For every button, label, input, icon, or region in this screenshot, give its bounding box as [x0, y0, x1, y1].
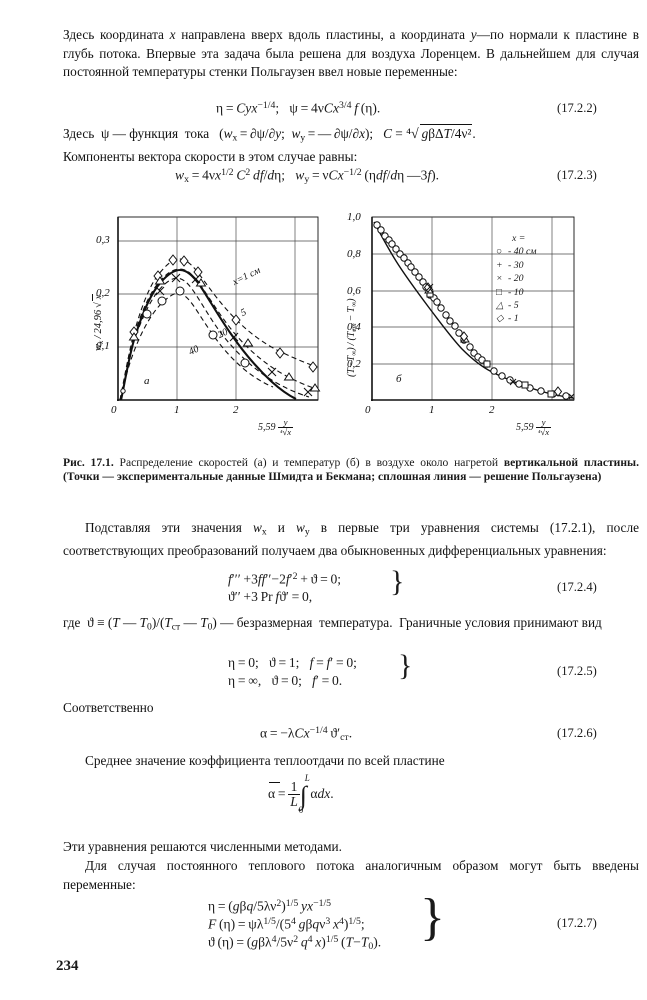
equation-17-2-3: wx = 4νx1/2 C2 df/dη; wy = νCx−1/2 (ηdf/…	[175, 167, 440, 186]
equation-17-2-2: η = Cyx−1/4; ψ = 4νCx3/4 f (η).	[216, 100, 381, 116]
paragraph-1: Здесь координата x направлена вверх вдол…	[63, 27, 639, 80]
paragraph-3: Подставляя эти значения wx и wy в первые…	[63, 520, 639, 559]
chart-a-markers-x1	[129, 254, 318, 373]
legend-entry-30: + - 30	[496, 259, 524, 271]
equation-17-2-4-line1: f′′′ +3ff′′−2f′2 + ϑ = 0;	[228, 571, 342, 587]
square-icon: □	[496, 286, 502, 298]
plus-icon: +	[496, 259, 503, 271]
caption-line-3: сплошная линия — решение Польгаузена)	[377, 470, 602, 484]
chart-a-xtick-1: 1	[174, 404, 180, 416]
chart-b-legend: x = ○ - 40 см + - 30 × - 20 □ - 10 △ - 5 ◇ - 1	[496, 232, 537, 326]
paragraph-7: Эти уравнения решаются численными метода…	[63, 839, 342, 854]
legend-entry-40: ○ - 40 см	[496, 246, 537, 258]
chart-b-panel-label: б	[396, 373, 402, 385]
chart-b-xtick-2: 2	[489, 404, 495, 416]
equation-number-17-2-5: (17.2.5)	[557, 664, 597, 678]
chart-b-ytick-04: 0,4	[347, 321, 361, 333]
equation-17-2-4-brace: }	[390, 565, 405, 598]
equation-17-2-5-brace: }	[398, 649, 413, 682]
equation-17-2-7-brace: }	[420, 889, 445, 946]
chart-a-plot	[117, 216, 321, 401]
paragraph-8: Для случая постоянного теплового потока …	[63, 858, 639, 892]
chart-b-plot	[371, 216, 575, 401]
equation-17-2-4-line2: ϑ′′ +3 Pr fϑ′ = 0,	[228, 589, 313, 604]
chart-a-xtick-2: 2	[233, 404, 239, 416]
chart-b-xtick-1: 1	[429, 404, 435, 416]
chart-b-xlabel: 5,59 y ⁴√x	[516, 417, 552, 438]
equation-17-2-5-line1: η = 0; ϑ = 1; f = f′ = 0;	[228, 655, 357, 670]
equation-mean-alpha: α = 1 L ∫ L 0 αdx.	[268, 772, 334, 815]
diamond-icon: ◇	[496, 313, 504, 325]
triangle-icon: △	[496, 300, 504, 312]
figure-17-1-panel-a: wx / 24,96 √x	[76, 205, 326, 450]
chart-b-xtick-0: 0	[365, 404, 371, 416]
chart-b-ytick-02: 0,2	[347, 358, 361, 370]
cross-icon: ×	[496, 273, 503, 285]
chart-b-ytick-10: 1,0	[347, 211, 361, 223]
equation-number-17-2-2: (17.2.2)	[557, 101, 597, 115]
chart-a-ytick-01: 0,1	[96, 340, 110, 352]
chart-a-xlabel: 5,59 y ⁴√x	[258, 417, 294, 438]
caption-line-1: Распределение скоростей (а) и температур…	[119, 456, 499, 469]
chart-a-markers-40	[142, 286, 250, 368]
equation-number-17-2-7: (17.2.7)	[557, 916, 597, 930]
circle-icon: ○	[496, 246, 502, 258]
paragraph-4: где ϑ ≡ (T — T0)/(Tст — T0) — безразмерн…	[63, 615, 602, 633]
chart-b-data-points	[373, 221, 570, 400]
chart-a-ytick-03: 0,3	[96, 234, 110, 246]
page-number: 234	[56, 958, 79, 974]
legend-entry-1: ◇ - 1	[496, 313, 519, 325]
equation-17-2-5-line2: η = ∞, ϑ = 0; f′ = 0.	[228, 673, 343, 688]
legend-entry-5: △ - 5	[496, 300, 519, 312]
figure-17-1-panel-b: (T−T∞) / (Tст − T∞)	[334, 205, 614, 450]
chart-a-xtick-0: 0	[111, 404, 117, 416]
paragraph-6: Среднее значение коэффициента теплоотдач…	[85, 753, 445, 768]
caption-line-2: вертикальной пластины. (Точки — эксперим…	[63, 456, 639, 484]
equation-17-2-7-line1: η = (gβq/5λν2)1/5 yx−1/5	[208, 898, 332, 914]
legend-entry-20: × - 20	[496, 273, 524, 285]
chart-b-ytick-06: 0,6	[347, 285, 361, 297]
legend-entry-10: □ - 10	[496, 286, 524, 298]
chart-a-markers-20	[155, 273, 313, 397]
equation-number-17-2-6: (17.2.6)	[557, 726, 597, 740]
equation-number-17-2-4: (17.2.4)	[557, 580, 597, 594]
figure-caption: Рис. 17.1. Распределение скоростей (а) и…	[63, 456, 639, 485]
chart-a-ytick-02: 0,2	[96, 287, 110, 299]
equation-number-17-2-3: (17.2.3)	[557, 168, 597, 182]
equation-17-2-7-line2: F (η) = ψλ1/5/(54 gβqν3 x4)1/5;	[208, 916, 365, 932]
equation-17-2-7-line3: ϑ (η) = (gβλ4/5ν2 q4 x)1/5 (T−T0).	[208, 934, 382, 953]
chart-a-panel-label: а	[144, 375, 150, 387]
legend-title: x =	[512, 233, 526, 244]
equation-17-2-6: α = −λCx−1/4 ϑ′ст.	[260, 725, 353, 744]
caption-prefix: Рис. 17.1.	[63, 456, 114, 469]
chart-b-ytick-08: 0,8	[347, 248, 361, 260]
paragraph-5: Соответственно	[63, 700, 154, 715]
paragraph-2: Здесь ψ — функция тока (wx = ∂ψ/∂y; wy =…	[63, 124, 476, 165]
